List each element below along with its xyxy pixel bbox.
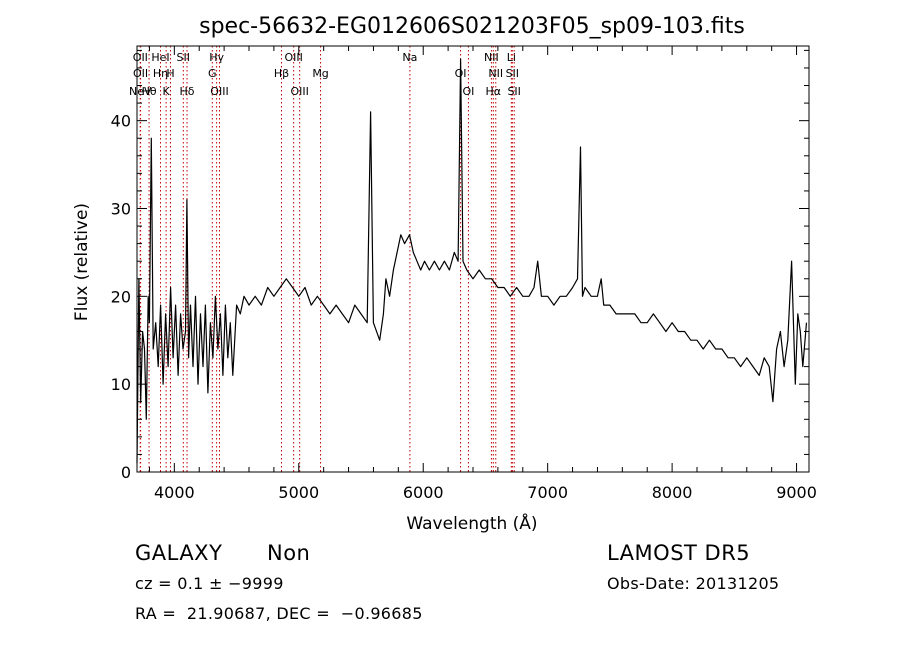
y-tick-label-4: 40 — [111, 112, 131, 131]
y-axis-ticks: 0 10 20 30 40 — [111, 49, 809, 482]
plot-frame — [136, 45, 810, 473]
x-tick-label-4: 8000 — [652, 483, 693, 502]
line-label-22: Hα — [486, 85, 502, 98]
object-subclass: Non — [267, 541, 311, 565]
y-tick-label-3: 30 — [111, 199, 131, 218]
line-label-19: OI — [462, 85, 474, 98]
y-tick-label-0: 0 — [121, 463, 131, 482]
line-label-5: Hη — [153, 67, 168, 80]
line-label-2: OII — [133, 67, 148, 80]
line-label-12: OIII — [210, 85, 228, 98]
redshift-readout: cz = 0.1 ± −9999 — [135, 574, 284, 593]
x-tick-label-0: 4000 — [154, 483, 195, 502]
line-label-23: Li — [507, 51, 516, 64]
line-label-3: Hθ — [142, 85, 157, 98]
line-label-6: K — [163, 85, 171, 98]
coordinates-readout: RA = 21.90687, DEC = −0.96685 — [135, 604, 423, 623]
line-label-1: OII — [133, 51, 148, 64]
y-tick-label-1: 10 — [111, 375, 131, 394]
line-label-17: Na — [402, 51, 417, 64]
object-class: GALAXY — [135, 541, 223, 565]
chart-title: spec-56632-EG012606S021203F05_sp09-103.f… — [199, 14, 745, 39]
line-label-13: OIII — [284, 51, 302, 64]
line-label-10: Hγ — [209, 51, 224, 64]
survey-name: LAMOST DR5 — [607, 541, 751, 565]
line-label-7: H — [166, 67, 174, 80]
spectrum-line — [136, 58, 808, 464]
x-axis-label: Wavelength (Å) — [406, 512, 537, 534]
y-axis-label: Flux (relative) — [72, 203, 92, 321]
x-tick-label-3: 7000 — [527, 483, 568, 502]
line-label-11: G — [208, 67, 217, 80]
line-label-25: SII — [507, 85, 520, 98]
x-tick-label-5: 9000 — [776, 483, 817, 502]
line-label-24: SII — [506, 67, 519, 80]
line-label-20: NII — [484, 51, 499, 64]
x-tick-label-1: 5000 — [278, 483, 319, 502]
line-label-16: Mg — [312, 67, 328, 80]
x-tick-label-2: 6000 — [403, 483, 444, 502]
emission-line-labels: NeVOIIOIIHθHeIHηKHSIIHδHγGOIIIOIIIHβOIII… — [129, 51, 521, 98]
line-label-0: NeV — [129, 85, 152, 98]
line-label-8: SII — [177, 51, 190, 64]
observation-date: Obs-Date: 20131205 — [607, 574, 780, 593]
line-label-21: NII — [488, 67, 503, 80]
y-tick-label-2: 20 — [111, 287, 131, 306]
line-label-14: Hβ — [274, 67, 289, 80]
line-label-4: HeI — [151, 51, 169, 64]
line-label-9: Hδ — [180, 85, 195, 98]
x-axis-ticks: 4000 5000 6000 7000 8000 9000 — [148, 46, 817, 502]
line-label-15: OIII — [290, 85, 308, 98]
